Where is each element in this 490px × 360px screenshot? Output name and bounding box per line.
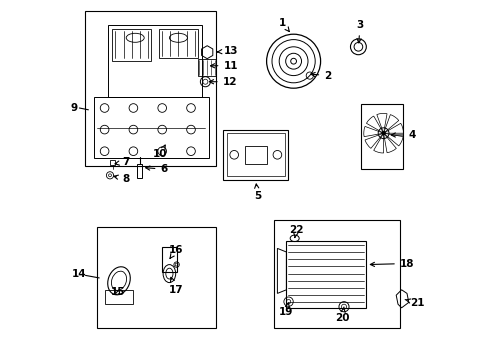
Text: 12: 12 <box>209 77 237 87</box>
Bar <box>227 133 285 176</box>
Text: 22: 22 <box>289 225 304 238</box>
Text: 11: 11 <box>211 60 238 71</box>
Bar <box>137 164 143 178</box>
Bar <box>162 247 176 272</box>
Text: 17: 17 <box>169 277 183 295</box>
Text: 15: 15 <box>111 287 125 297</box>
Text: 2: 2 <box>311 71 331 81</box>
Bar <box>286 241 366 308</box>
Text: 13: 13 <box>218 46 238 56</box>
Bar <box>98 227 216 328</box>
Bar <box>104 290 133 304</box>
Text: 16: 16 <box>169 245 183 258</box>
Text: 8: 8 <box>114 174 129 184</box>
Text: 1: 1 <box>279 18 289 32</box>
Text: 14: 14 <box>72 269 87 279</box>
Text: 20: 20 <box>335 307 349 323</box>
Bar <box>361 104 402 169</box>
Bar <box>223 130 288 180</box>
Bar <box>245 146 267 164</box>
Circle shape <box>382 131 386 135</box>
Text: 6: 6 <box>146 164 168 174</box>
Bar <box>110 160 116 165</box>
Bar <box>85 11 216 166</box>
Text: 18: 18 <box>370 258 415 269</box>
Bar <box>198 59 216 76</box>
Text: 7: 7 <box>115 157 129 167</box>
Text: 4: 4 <box>391 130 416 140</box>
Text: 19: 19 <box>279 303 294 317</box>
Text: 9: 9 <box>71 103 77 113</box>
Text: 5: 5 <box>254 184 261 201</box>
Text: 3: 3 <box>357 20 364 43</box>
Bar <box>274 220 400 328</box>
Text: 10: 10 <box>153 145 168 159</box>
Text: 21: 21 <box>405 298 425 308</box>
